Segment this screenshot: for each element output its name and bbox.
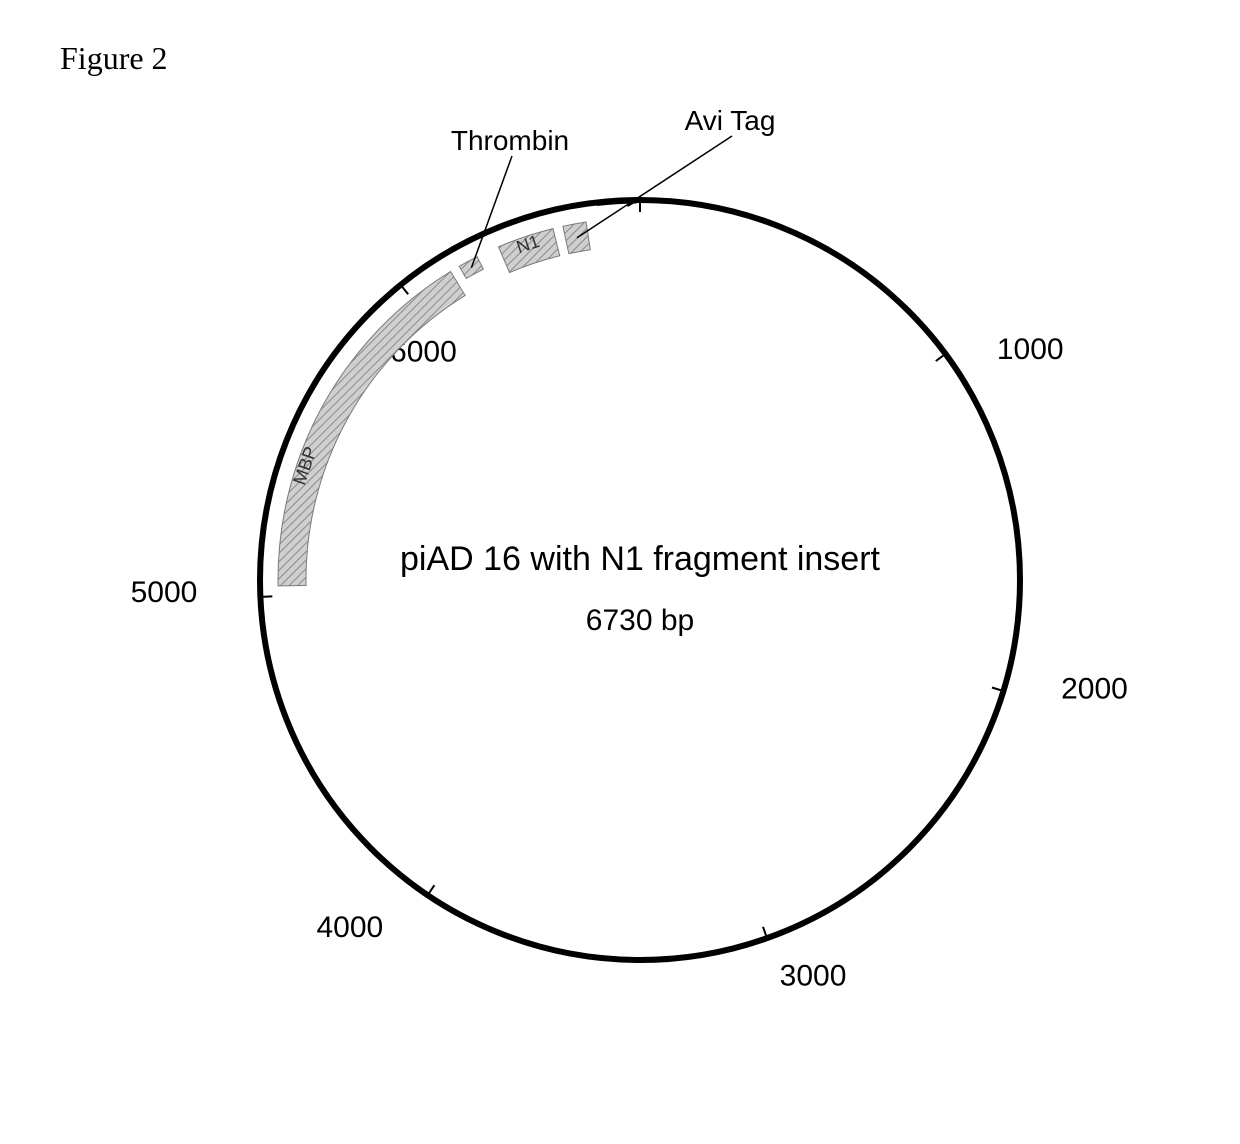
tick-label: 5000 [131,576,198,609]
tick-mark [260,596,272,597]
tick-mark [936,354,946,361]
tick-label: 3000 [780,960,847,993]
callout-line-avitag [577,136,732,238]
tick-label: 1000 [997,333,1064,366]
tick-mark [401,285,409,294]
plasmid-backbone [260,200,1020,960]
callout-label-thrombin: Thrombin [451,125,569,156]
tick-label: 2000 [1061,672,1128,705]
tick-mark [428,885,435,895]
feature-avitag [563,222,590,254]
plasmid-map: 100020003000400050006000MBPThrombinN1Avi… [0,0,1240,1144]
page: Figure 2 100020003000400050006000MBPThro… [0,0,1240,1144]
tick-label: 4000 [316,911,383,944]
feature-thrombin [459,257,483,279]
feature-mbp [278,272,465,586]
plasmid-size: 6730 bp [586,604,694,637]
callout-label-avitag: Avi Tag [685,105,776,136]
plasmid-name: piAD 16 with N1 fragment insert [400,540,881,578]
